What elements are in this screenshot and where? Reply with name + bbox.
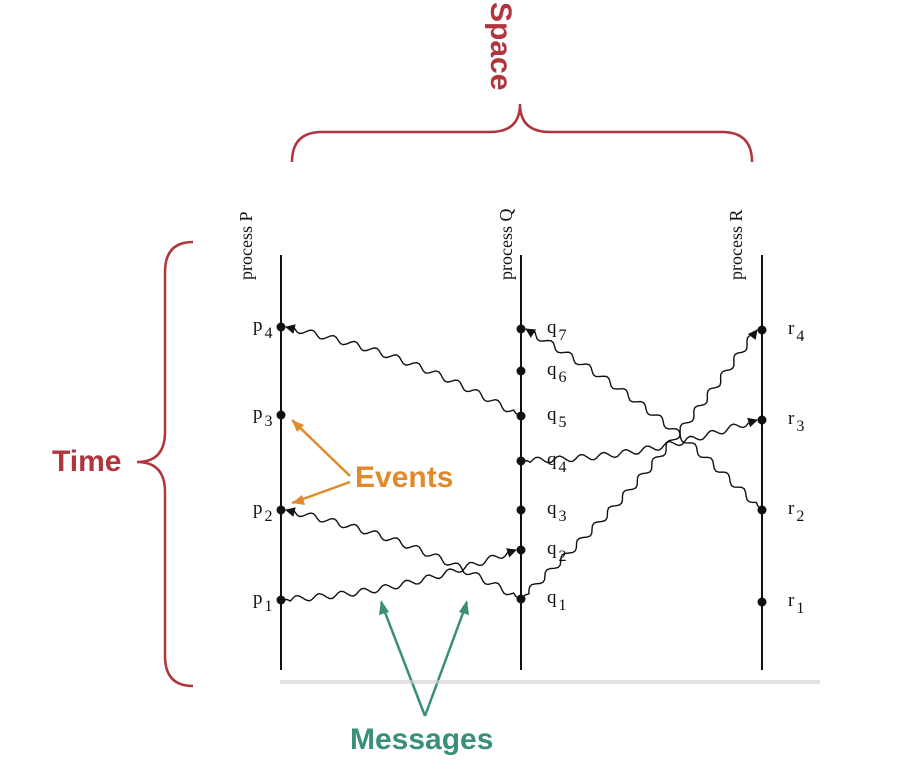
messages-arrowhead-right: [459, 600, 469, 615]
process-q-label: process Q: [496, 209, 516, 280]
message-r2-to-q7: [525, 328, 763, 511]
space-label: Space: [484, 2, 517, 90]
event-dot-r3: [757, 415, 767, 425]
message-q1-to-p2: [285, 507, 522, 600]
messages-layer: [280, 324, 763, 602]
event-dot-p1: [276, 595, 286, 605]
events-arrowhead-p2: [292, 495, 305, 505]
message-q4-to-r3: [520, 417, 758, 464]
cropped-caption-fragment: [280, 680, 820, 684]
event-dot-p3: [276, 410, 286, 420]
message-p1-to-q2: [280, 548, 517, 602]
event-dot-q7: [516, 324, 526, 334]
time-label: Time: [52, 445, 121, 478]
time-brace: [136, 240, 194, 688]
process-r-label: process R: [726, 210, 746, 281]
message-q1-to-r4: [520, 329, 758, 600]
messages-label: Messages: [350, 723, 493, 756]
event-dot-q2: [516, 545, 526, 555]
process-p-label: process P: [236, 212, 256, 281]
event-dot-r1: [757, 597, 767, 607]
event-dot-q5: [516, 411, 526, 421]
event-dot-q3: [516, 505, 526, 515]
events-arrowhead-p3: [292, 420, 304, 432]
messages-arrowhead-left: [379, 600, 389, 615]
event-dot-q1: [516, 594, 526, 604]
events-pointer-p3: [291, 419, 351, 477]
messages-pointer-right: [423, 601, 469, 717]
event-dot-p4: [276, 322, 286, 332]
message-q5-to-p4: [285, 324, 522, 417]
event-dot-q4: [516, 456, 526, 466]
events-layer: p 1 p 2 p 3 p 4 q 1 q 2 q 3 q 4 q 5 q 6 q 7 r 1 r 2 r 3 r 4: [253, 315, 804, 617]
event-dot-q6: [516, 366, 526, 376]
event-dot-r4: [757, 325, 767, 335]
space-brace: [290, 103, 754, 163]
events-label: Events: [355, 461, 453, 494]
messages-pointer-left: [379, 601, 427, 717]
event-dot-r2: [757, 505, 767, 515]
event-dot-p2: [276, 505, 286, 515]
